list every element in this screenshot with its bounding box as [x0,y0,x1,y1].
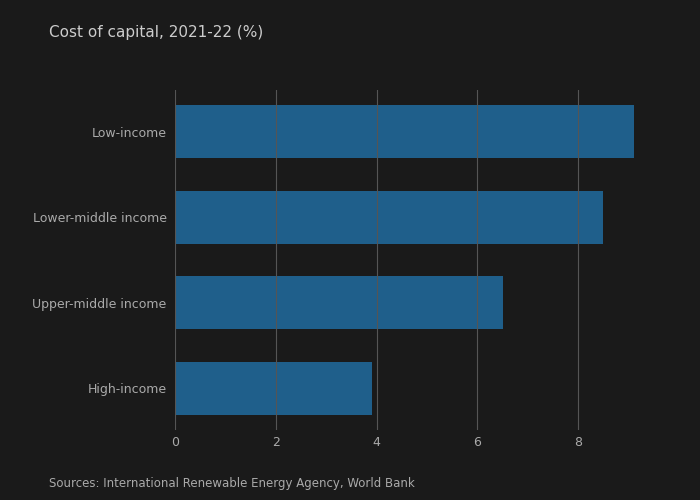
Bar [175,106,634,158]
Bar [175,191,603,244]
Text: Sources: International Renewable Energy Agency, World Bank: Sources: International Renewable Energy … [49,477,414,490]
Bar [175,276,503,329]
Text: Cost of capital, 2021-22 (%): Cost of capital, 2021-22 (%) [49,25,263,40]
Bar [175,362,372,414]
